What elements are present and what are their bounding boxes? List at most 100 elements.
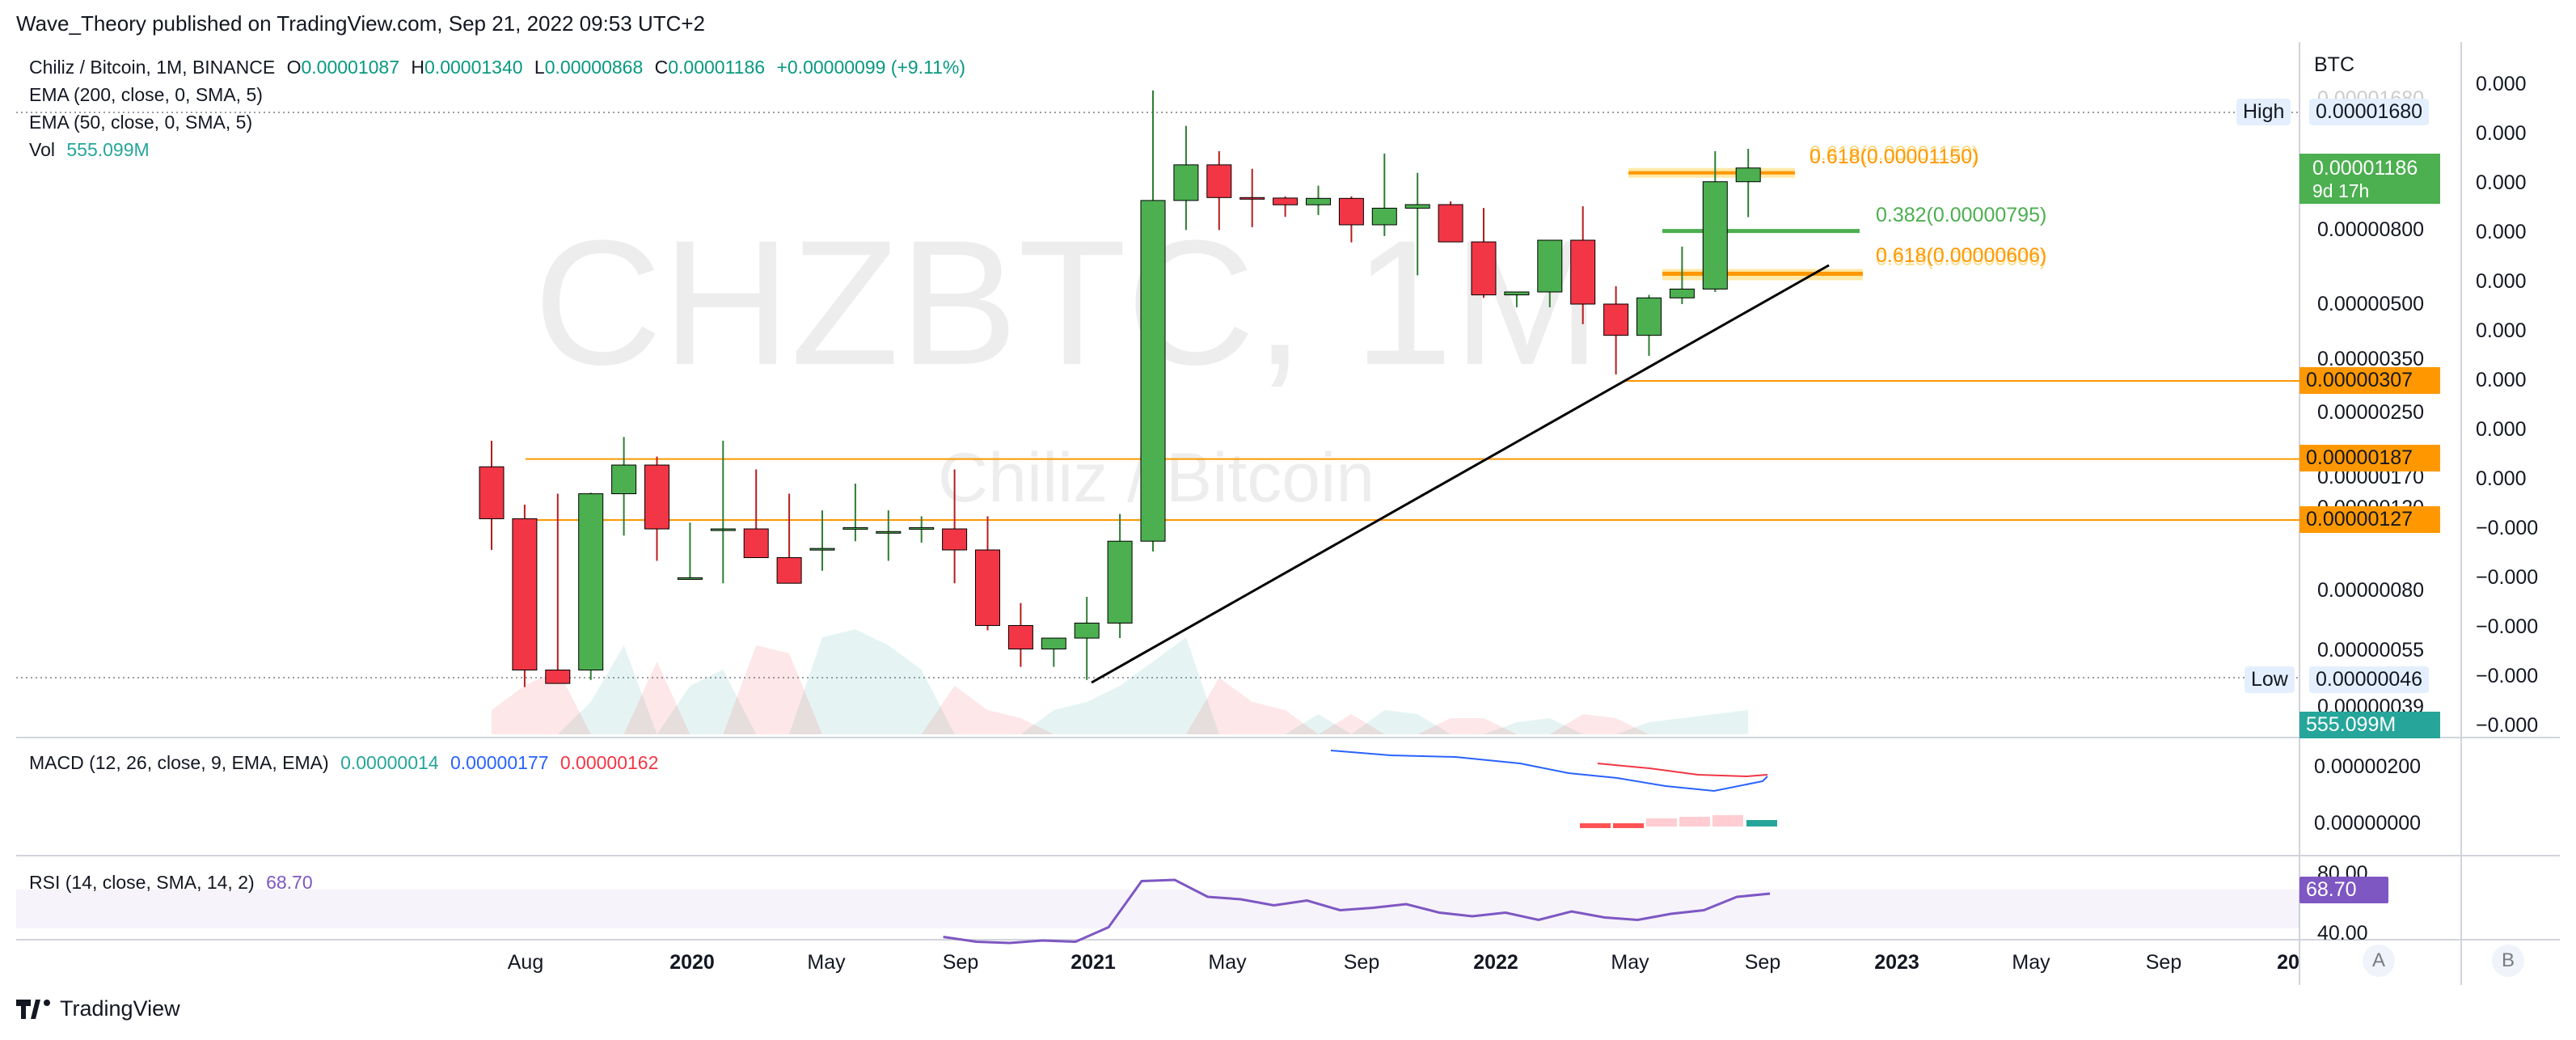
tradingview-logo-icon [16,999,50,1019]
candle-body [611,464,637,495]
time-axis-label: Sep [1744,951,1781,974]
candle-body [1206,164,1232,198]
secondary-axis-tick: −0.000 [2476,714,2539,737]
time-axis-label: May [807,951,846,974]
candle [1239,168,1265,227]
rsi-series [943,878,1771,945]
candle-body [1173,164,1199,201]
auto-scale-button[interactable]: A [2363,945,2395,977]
price-tick: 0.00000350 [2317,348,2425,370]
candle-body [710,528,736,531]
macd-label: MACD (12, 26, close, 9, EMA, EMA) [29,752,329,773]
secondary-axis-tick: 0.000 [2476,467,2527,490]
price-tick: 0.00000080 [2317,579,2425,602]
candle-body [1735,167,1761,183]
volume-legend[interactable]: Vol 555.099M [29,139,150,161]
candlestick-series [479,90,1761,687]
time-axis-label: Sep [2145,951,2182,974]
macd-histogram-bar [1646,818,1677,827]
candle-body [975,549,1000,626]
candle [1206,150,1232,230]
candle-body [1107,540,1133,624]
volume-area-red [492,645,1749,734]
rsi-legend[interactable]: RSI (14, close, SMA, 14, 2) 68.70 [29,872,313,894]
time-axis-label: May [1611,951,1649,974]
candle-body [842,526,868,530]
candle-body [876,531,902,534]
last-price-value: 0.00001186 [2312,157,2418,180]
rsi-legend-value: 68.70 [266,872,313,893]
candle-body [512,518,538,671]
ema200-legend[interactable]: EMA (200, close, 0, SMA, 5) [29,84,263,105]
candle-body [644,464,669,530]
macd-axis-tick: 0.00000200 [2314,755,2422,778]
trendline [1091,264,1830,684]
candle-body [1306,197,1331,205]
fib-levels [1628,167,1863,281]
candle-body [909,526,935,530]
tradingview-brand: TradingView [60,996,180,1021]
price-tick: 0.00000500 [2317,293,2425,315]
candle [1041,637,1066,667]
candle [1404,172,1430,276]
time-axis-label: Aug [507,951,544,974]
rsi-line [943,878,1771,945]
level-badge: 0.00000127 [2299,506,2440,533]
candle-body [479,466,505,519]
candle [743,469,769,559]
candle [545,493,571,684]
level-badge: 0.00000307 [2299,367,2440,394]
candle [710,440,736,584]
tradingview-logo[interactable]: TradingView [16,996,180,1021]
candle-body [1537,239,1563,293]
candle [1173,125,1199,230]
candle [1371,153,1397,236]
macd-series [1330,750,1777,828]
candle-body [1007,624,1033,649]
macd-signal-line [1597,763,1768,778]
candle-body [1239,197,1265,200]
horizontal-levels [526,380,2299,521]
candle-body [1471,241,1497,296]
ohlc-high: H0.00001340 [411,57,523,78]
ohlc-close: C0.00001186 [654,57,766,78]
candle-body [1338,197,1364,226]
time-axis-label: 2020 [669,951,715,974]
high-label: High [2236,99,2291,125]
candle [809,510,835,571]
secondary-axis-tick: −0.000 [2476,566,2539,589]
macd-hist-value: 0.00000014 [340,752,439,773]
macd-line [1330,750,1768,793]
ohlc-change: +0.00000099 (+9.11%) [776,57,966,78]
time-axis-label: May [2012,951,2050,974]
secondary-axis-tick: 0.000 [2476,369,2527,391]
symbol-legend[interactable]: Chiliz / Bitcoin, 1M, BINANCE O0.0000108… [29,57,965,78]
publish-line: Wave_Theory published on TradingView.com… [16,11,706,36]
macd-histogram-bar [1679,817,1710,827]
low-label: Low [2244,666,2295,693]
secondary-axis-tick: 0.000 [2476,171,2527,194]
ohlc-open: O0.00001087 [286,57,399,78]
candle [975,516,1000,631]
candle [677,522,703,580]
macd-histogram-bar [1613,823,1644,828]
secondary-axis-tick: −0.000 [2476,615,2539,638]
candle [1603,285,1629,374]
candle [876,510,902,561]
volume-area [492,629,1749,734]
candle [611,437,637,536]
log-scale-button[interactable]: B [2492,945,2524,977]
candle-body [1041,637,1066,649]
time-axis-label: 2023 [1874,951,1919,974]
fib-low-ghost: 0.618(0.00000606) [1876,247,2047,270]
candle-body [1074,622,1100,639]
macd-legend[interactable]: MACD (12, 26, close, 9, EMA, EMA) 0.0000… [29,752,658,774]
ema50-legend[interactable]: EMA (50, close, 0, SMA, 5) [29,112,253,133]
price-tick: 0.00000250 [2317,401,2425,424]
candle [512,504,538,687]
volume-area-green [492,629,1749,734]
macd-signal-value: 0.00000162 [560,752,659,773]
candle-body [1504,291,1530,296]
fib-top-label: 0.618(0.00001150) [1810,146,1979,168]
